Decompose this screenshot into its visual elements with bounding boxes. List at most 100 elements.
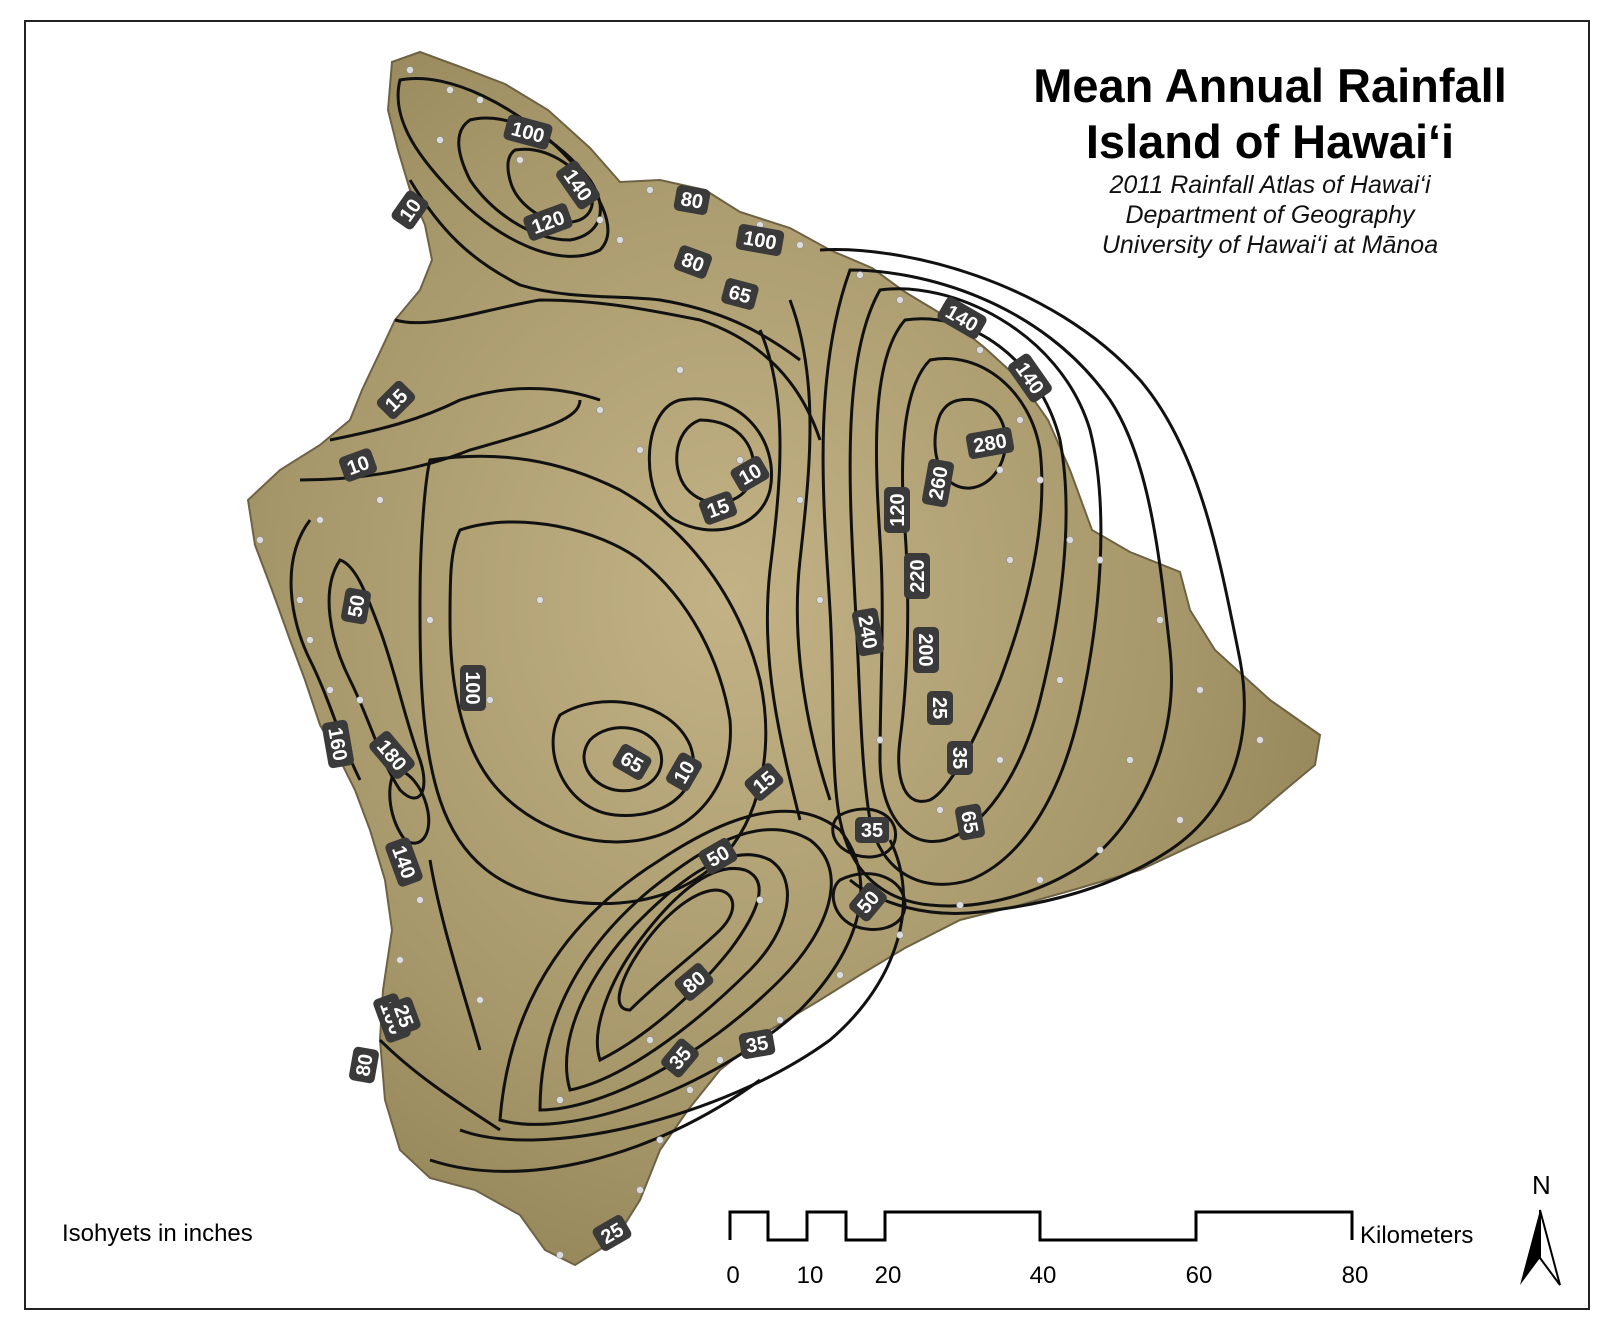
station-marker [996,466,1004,474]
station-marker [796,496,804,504]
station-marker [1256,736,1264,744]
svg-text:35: 35 [948,747,970,769]
north-label: N [1532,1170,1551,1200]
station-marker [306,636,314,644]
isohyet-value-label: 120 [884,487,910,533]
isohyet-line [459,839,905,1142]
station-marker [936,806,944,814]
isohyet-line [551,700,695,817]
svg-text:220: 220 [907,559,929,592]
station-marker [1096,846,1104,854]
map-title: Mean Annual Rainfall [1033,59,1507,112]
station-marker [356,696,364,704]
station-marker [636,1186,644,1194]
station-marker [326,686,334,694]
university-subtitle: University of Hawai‘i at Mānoa [1101,231,1439,259]
isohyet-value-label: 200 [913,627,939,673]
svg-text:80: 80 [679,188,705,214]
atlas-subtitle: 2011 Rainfall Atlas of Hawai‘i [1109,171,1431,199]
station-marker [416,896,424,904]
isohyet-value-label: 65 [721,278,759,310]
station-marker [556,1251,564,1259]
isohyet-units-note: Isohyets in inches [62,1220,253,1247]
isohyet-line [498,809,863,1126]
station-marker [516,156,524,164]
isohyet-line [933,397,1008,490]
station-marker [256,536,264,544]
isohyet-line [821,268,1173,908]
scale-tick-10: 10 [796,1262,824,1289]
station-marker [816,596,824,604]
station-marker [856,271,864,279]
scale-bar-segments [728,1210,1354,1242]
station-marker [896,931,904,939]
isohyet-value-label: 240 [851,607,885,657]
isohyet-value-label: 100 [460,665,486,711]
isohyet-line [408,179,801,362]
isohyet-line [448,520,732,844]
isohyet-value-label: 50 [341,587,371,625]
map-title-block: Mean Annual Rainfall Island of Hawai‘i 2… [940,58,1600,260]
isohyet-line [595,867,761,1063]
isohyet-line [617,888,735,1012]
scale-unit-label: Kilometers [1360,1222,1474,1249]
isohyet-value-label: 25 [927,691,953,725]
isohyet-value-label: 140 [1008,353,1052,403]
station-marker [876,736,884,744]
station-marker [1096,556,1104,564]
station-marker [1156,616,1164,624]
station-marker [296,596,304,604]
isohyet-value-label: 220 [904,553,930,599]
isohyet-line [396,77,610,258]
isohyet-line [327,558,426,800]
isohyet-line [819,248,1246,915]
station-marker [1006,556,1014,564]
isohyet-value-label: 10 [338,448,378,482]
isohyet-value-label: 80 [349,1046,379,1084]
station-marker [556,1096,564,1104]
isohyet-line [788,299,832,801]
svg-text:50: 50 [344,593,370,619]
isohyet-value-label: 100 [735,223,785,257]
isohyet-value-label: 280 [965,426,1015,460]
station-marker [316,516,324,524]
isohyet-value-label: 35 [738,1029,776,1059]
station-marker [596,406,604,414]
isohyet-value-label: 80 [673,185,711,215]
isohyet-line [429,1078,761,1173]
station-marker [616,236,624,244]
station-marker [716,1056,724,1064]
isohyet-line [582,726,663,793]
station-marker [476,996,484,1004]
isohyet-line [378,1038,501,1132]
isohyet-line [831,807,897,859]
station-marker [536,596,544,604]
isohyet-value-label: 65 [612,744,652,780]
scale-bar [728,1210,1354,1242]
station-marker [646,186,654,194]
station-marker [736,456,744,464]
station-marker [956,901,964,909]
svg-text:200: 200 [914,633,936,666]
station-marker [676,366,684,374]
station-marker [376,496,384,504]
isohyet-value-label: 160 [321,719,355,769]
station-marker [896,296,904,304]
station-marker [836,971,844,979]
isohyet-value-label: 50 [849,882,887,922]
station-marker [446,86,454,94]
station-marker [636,446,644,454]
isohyet-value-label: 35 [855,817,889,843]
station-marker [1126,756,1134,764]
scale-tick-60: 60 [1185,1262,1213,1289]
svg-text:80: 80 [352,1052,378,1078]
station-marker [1196,686,1204,694]
isohyet-line [565,853,789,1092]
station-marker [476,96,484,104]
isohyet-value-label: 65 [955,803,985,841]
station-marker [1016,416,1024,424]
svg-text:25: 25 [928,697,950,719]
station-marker [976,346,984,354]
